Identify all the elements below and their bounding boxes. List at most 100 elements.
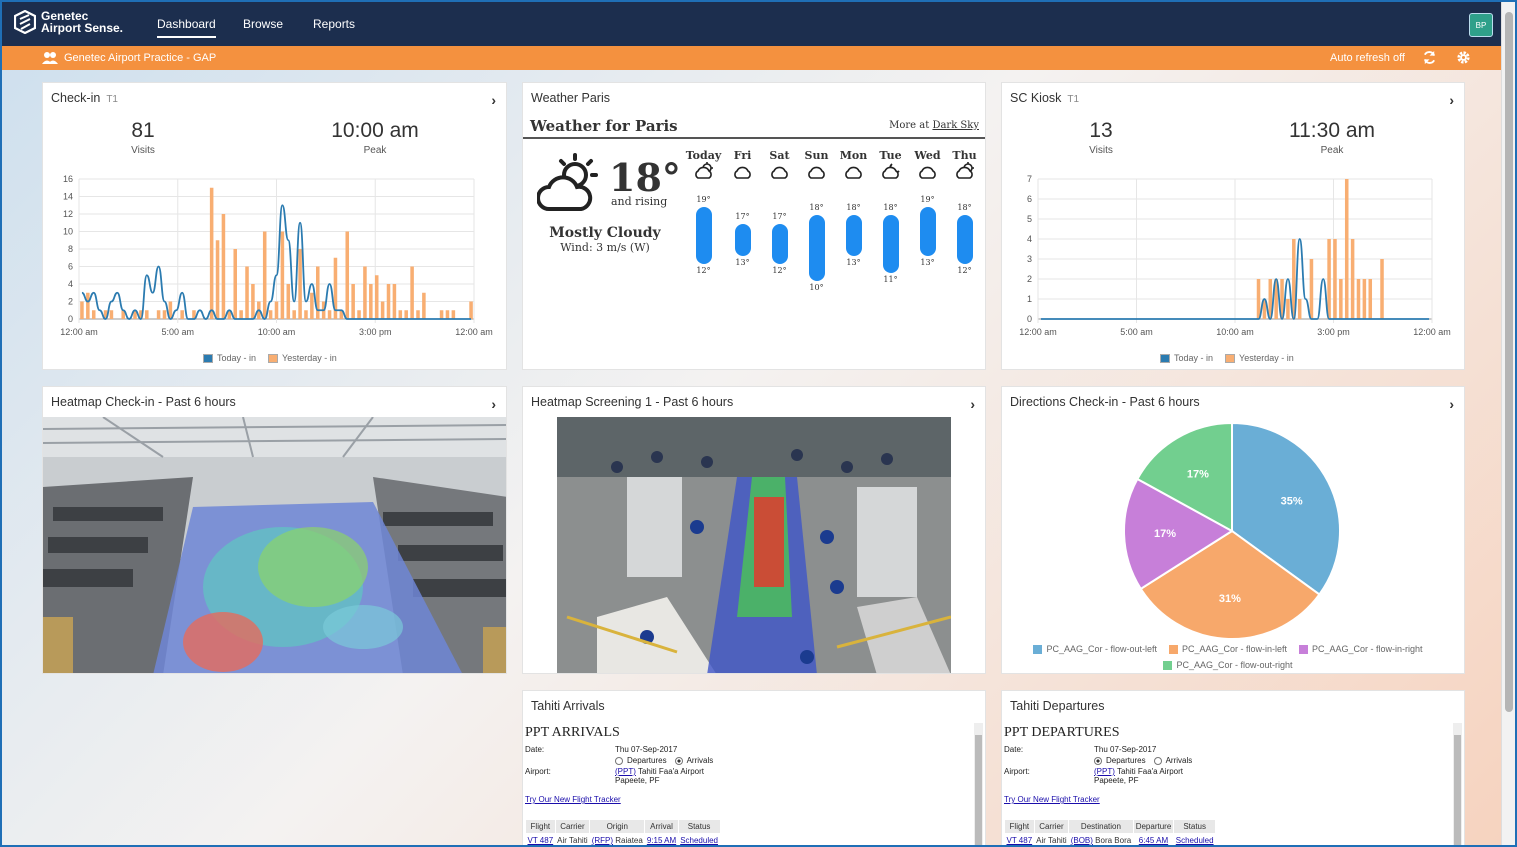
col-carrier[interactable]: Carrier xyxy=(554,819,591,834)
genetec-logo-icon xyxy=(14,10,36,34)
departures-radio[interactable]: Departures xyxy=(1094,756,1146,765)
arrivals-scrollbar[interactable] xyxy=(974,723,983,845)
legend-item[interactable]: PC_AAG_Cor - flow-in-right xyxy=(1299,644,1423,655)
legend-item[interactable]: PC_AAG_Cor - flow-out-left xyxy=(1033,644,1157,655)
flight-link[interactable]: VT 487 xyxy=(527,836,554,845)
forecast-high: 19° xyxy=(920,195,935,205)
dark-sky-link[interactable]: Dark Sky xyxy=(932,120,979,131)
chevron-right-icon[interactable]: › xyxy=(491,396,496,412)
arrival-time-link[interactable]: 9:15 AM xyxy=(646,836,677,845)
nav-browse[interactable]: Browse xyxy=(243,17,284,31)
chevron-right-icon[interactable]: › xyxy=(1449,396,1454,412)
y-tick-label: 6 xyxy=(68,262,73,272)
forecast-day-name: Sat xyxy=(769,149,790,162)
chevron-right-icon[interactable]: › xyxy=(491,92,496,108)
bar xyxy=(86,292,90,319)
page-scrollbar[interactable] xyxy=(1501,2,1515,845)
legend-yesterday[interactable]: Yesterday - in xyxy=(1225,353,1294,363)
site-name: Genetec Airport Practice - GAP xyxy=(64,52,217,64)
col-carrier[interactable]: Carrier xyxy=(1033,819,1070,834)
col-flight[interactable]: Flight xyxy=(525,819,556,834)
bar xyxy=(1262,299,1267,319)
bar xyxy=(215,240,220,319)
checkin-chart: 0 2 4 6 8 10 12 14 16 12:00 am 5:00 am 10:00 am 3:00… xyxy=(60,174,493,337)
bar xyxy=(333,257,338,319)
status-link[interactable]: Scheduled xyxy=(1175,836,1214,845)
pie-slice xyxy=(1136,421,1233,533)
table-row: VT 487 Air Tahiti (RFP) Raiatea 9:15 AM … xyxy=(526,834,721,845)
forecast-high: 18° xyxy=(957,203,972,213)
airport-code-link[interactable]: (PPT) xyxy=(1094,767,1115,776)
bar xyxy=(239,310,243,319)
legend-item[interactable]: PC_AAG_Cor - flow-out-right xyxy=(1163,660,1293,671)
forecast-day: Mon 18° 13° xyxy=(835,149,872,359)
screening-heatmap-image[interactable] xyxy=(557,417,951,674)
y-tick-label: 0 xyxy=(1027,314,1032,324)
date-label: Date: xyxy=(1004,745,1024,754)
arrivals-radio[interactable]: Arrivals xyxy=(674,756,713,765)
cloudy-icon xyxy=(761,162,798,184)
temperature-range-bar xyxy=(734,223,751,257)
legend-item[interactable]: PC_AAG_Cor - flow-in-left xyxy=(1168,644,1287,655)
col-status[interactable]: Status xyxy=(1173,819,1217,834)
destination-code-link[interactable]: (BOB) xyxy=(1070,836,1093,845)
col-flight[interactable]: Flight xyxy=(1004,819,1035,834)
bar xyxy=(1286,299,1290,319)
bar xyxy=(327,310,332,319)
gear-icon[interactable] xyxy=(1456,50,1471,65)
departures-heading: PPT DEPARTURES xyxy=(1004,725,1120,740)
col-origin[interactable]: Origin xyxy=(589,819,646,834)
bar xyxy=(292,310,296,319)
departure-time-link[interactable]: 6:45 AM xyxy=(1138,836,1169,845)
checkin-heatmap-image[interactable] xyxy=(43,417,507,674)
departures-table: Flight Carrier Destination Departure Sta… xyxy=(1004,819,1217,845)
flight-tracker-link[interactable]: Try Our New Flight Tracker xyxy=(1004,795,1100,804)
col-destination[interactable]: Destination xyxy=(1068,819,1134,834)
arrivals-radio[interactable]: Arrivals xyxy=(1153,756,1192,765)
arrivals-heading: PPT ARRIVALS xyxy=(525,725,620,740)
site-selector[interactable]: Genetec Airport Practice - GAP xyxy=(42,51,216,65)
bar xyxy=(363,266,367,319)
flight-tracker-link[interactable]: Try Our New Flight Tracker xyxy=(525,795,621,804)
col-arrival[interactable]: Arrival xyxy=(644,819,679,834)
bar xyxy=(304,310,308,319)
forecast-day-name: Tue xyxy=(879,149,902,162)
forecast-low: 12° xyxy=(696,266,711,276)
weather-panel-title: Weather Paris xyxy=(531,91,610,105)
bar xyxy=(109,310,114,319)
bar xyxy=(339,310,344,319)
flight-link[interactable]: VT 487 xyxy=(1006,836,1033,845)
status-link[interactable]: Scheduled xyxy=(680,836,718,845)
bar xyxy=(439,310,444,319)
refresh-icon[interactable] xyxy=(1422,50,1437,65)
user-avatar[interactable]: BP xyxy=(1469,13,1493,37)
legend-today[interactable]: Today - in xyxy=(203,353,256,363)
bar xyxy=(310,292,314,319)
temperature-range-bar xyxy=(771,223,788,265)
slice-label: 17% xyxy=(1187,468,1209,480)
departures-scrollbar[interactable] xyxy=(1453,723,1462,845)
col-departure[interactable]: Departure xyxy=(1132,819,1175,834)
directions-title: Directions Check-in - Past 6 hours xyxy=(1010,395,1200,409)
departures-radio[interactable]: Departures xyxy=(615,756,667,765)
panel-title: SC Kiosk T1 xyxy=(1010,91,1079,105)
legend-yesterday[interactable]: Yesterday - in xyxy=(268,353,337,363)
nav-dashboard[interactable]: Dashboard xyxy=(157,17,216,38)
legend-today[interactable]: Today - in xyxy=(1160,353,1213,363)
origin-code-link[interactable]: (RFP) xyxy=(591,836,614,845)
arrivals-panel: Tahiti Arrivals PPT ARRIVALS Date: Thu 07… xyxy=(522,690,986,845)
scrollbar-thumb[interactable] xyxy=(1505,12,1513,712)
peak-label: Peak xyxy=(1320,145,1344,156)
airport-code-link[interactable]: (PPT) xyxy=(615,767,636,776)
pie-slice xyxy=(1231,421,1341,596)
auto-refresh-label[interactable]: Auto refresh off xyxy=(1329,52,1405,64)
checkin-panel: Check-in T1 › 81 Visits 10:00 am Peak 0 2 4… xyxy=(42,82,507,370)
partly-cloudy-icon xyxy=(946,162,983,184)
col-status[interactable]: Status xyxy=(677,819,721,834)
chevron-right-icon[interactable]: › xyxy=(1449,92,1454,108)
weather-panel: Weather Paris Weather for Paris More at … xyxy=(522,82,986,370)
chevron-right-icon[interactable]: › xyxy=(970,396,975,412)
app-logo[interactable]: Genetec Airport Sense. xyxy=(14,10,123,34)
nav-reports[interactable]: Reports xyxy=(313,17,356,31)
